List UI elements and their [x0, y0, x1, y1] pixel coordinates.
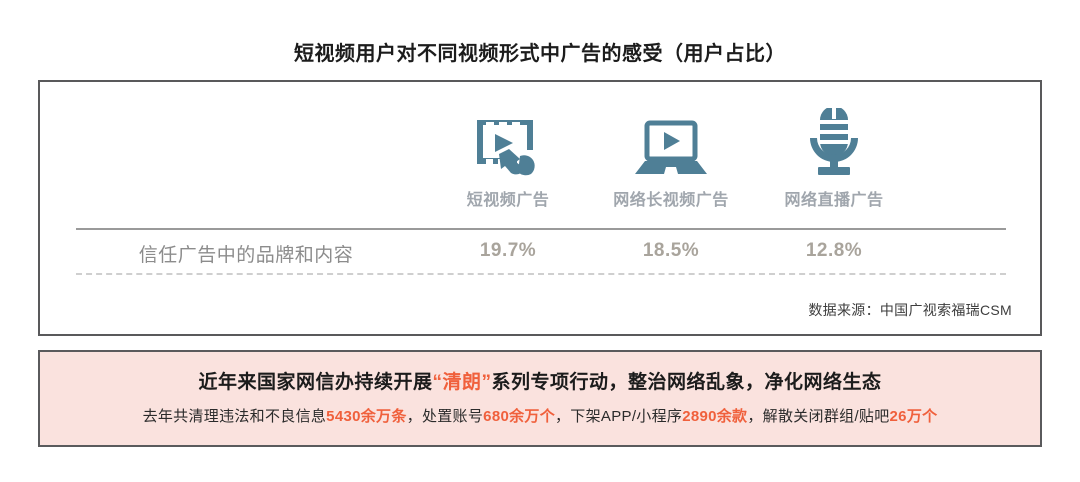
page-title: 短视频用户对不同视频形式中广告的感受（用户占比）: [294, 43, 786, 65]
banner-sub-text-3: ，下架APP/小程序: [555, 408, 683, 425]
banner-sub-number-1: 5430余万条: [326, 408, 407, 425]
policy-banner: 近年来国家网信办持续开展“清朗”系列专项行动，整治网络乱象，净化网络生态 去年共…: [38, 350, 1042, 447]
row-value-long-video: 18.5%: [642, 240, 700, 261]
stats-card: 短视频广告 网络长视频广告: [38, 80, 1042, 336]
film-play-click-icon: [428, 104, 588, 178]
banner-sub-text-2: ，处置账号: [406, 408, 484, 425]
row-value-short-video: 19.7%: [479, 240, 537, 261]
banner-headline-part1: 近年来国家网信办持续开展: [198, 372, 433, 393]
column-header-live-stream: 网络直播广告: [754, 104, 914, 210]
banner-sub-number-2: 680余万个: [483, 408, 555, 425]
column-label-text: 网络直播广告: [784, 192, 884, 209]
banner-headline: 近年来国家网信办持续开展“清朗”系列专项行动，整治网络乱象，净化网络生态: [40, 370, 1040, 396]
row-value-live-stream: 12.8%: [805, 240, 863, 261]
table-row: 信任广告中的品牌和内容 19.7% 18.5% 12.8%: [40, 234, 1040, 272]
column-label-text: 网络长视频广告: [613, 192, 729, 209]
banner-headline-part2: 系列专项行动，整治网络乱象，净化网络生态: [491, 372, 882, 393]
column-label-text: 短视频广告: [466, 192, 550, 209]
table-bottom-rule: [76, 273, 1006, 275]
row-label-trust: 信任广告中的品牌和内容: [138, 245, 354, 266]
table-top-rule: [76, 228, 1006, 230]
laptop-play-icon: [591, 104, 751, 178]
microphone-icon: [754, 104, 914, 178]
banner-headline-highlight: “清朗”: [432, 372, 492, 393]
column-header-long-video: 网络长视频广告: [591, 104, 751, 210]
banner-sub-number-4: 26万个: [889, 408, 938, 425]
banner-subline: 去年共清理违法和不良信息5430余万条，处置账号680余万个，下架APP/小程序…: [40, 406, 1040, 428]
banner-sub-text-4: ，解散关闭群组/贴吧: [747, 408, 890, 425]
data-source-note: 数据来源：中国广视索福瑞CSM: [808, 302, 1012, 318]
banner-sub-number-3: 2890余款: [682, 408, 748, 425]
banner-sub-text-1: 去年共清理违法和不良信息: [142, 408, 327, 425]
column-header-short-video: 短视频广告: [428, 104, 588, 210]
